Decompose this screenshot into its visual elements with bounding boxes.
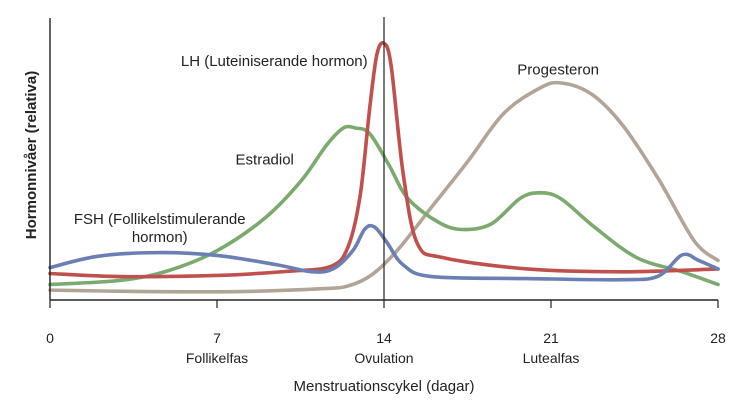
series-label-progesteron: Progesteron [517, 61, 599, 78]
x-axis-title: Menstruationscykel (dagar) [294, 378, 475, 395]
x-tick-label: 7 [213, 330, 221, 346]
y-axis-title: Hormonnivåer (relativa) [23, 71, 40, 239]
series-line-estradiol [48, 124, 720, 287]
series-label-lh: LH (Luteiniserande hormon) [181, 53, 368, 70]
series-line-progesteron [48, 80, 720, 294]
series-line-fsh [48, 223, 720, 282]
series-label-estradiol: Estradiol [236, 152, 294, 169]
x-tick-label: 0 [46, 330, 54, 346]
phase-labels: Follikelfas Ovulation Lutealfas [186, 350, 580, 366]
x-ticks: 0 7 14 21 28 [46, 300, 726, 346]
x-tick-label: 21 [543, 330, 559, 346]
series-labels: LH (Luteiniserande hormon) FSH (Follikels… [74, 53, 599, 246]
plot-lines [48, 41, 720, 294]
series-label-fsh: FSH (Follikelstimulerande hormon) [74, 211, 246, 246]
x-tick-label: 14 [376, 330, 392, 346]
phase-label-ovulation: Ovulation [354, 350, 413, 366]
x-tick-label: 28 [710, 330, 726, 346]
phase-label-lutealfas: Lutealfas [523, 350, 580, 366]
phase-label-follikelfas: Follikelfas [186, 350, 248, 366]
series-line-lh [48, 41, 720, 279]
